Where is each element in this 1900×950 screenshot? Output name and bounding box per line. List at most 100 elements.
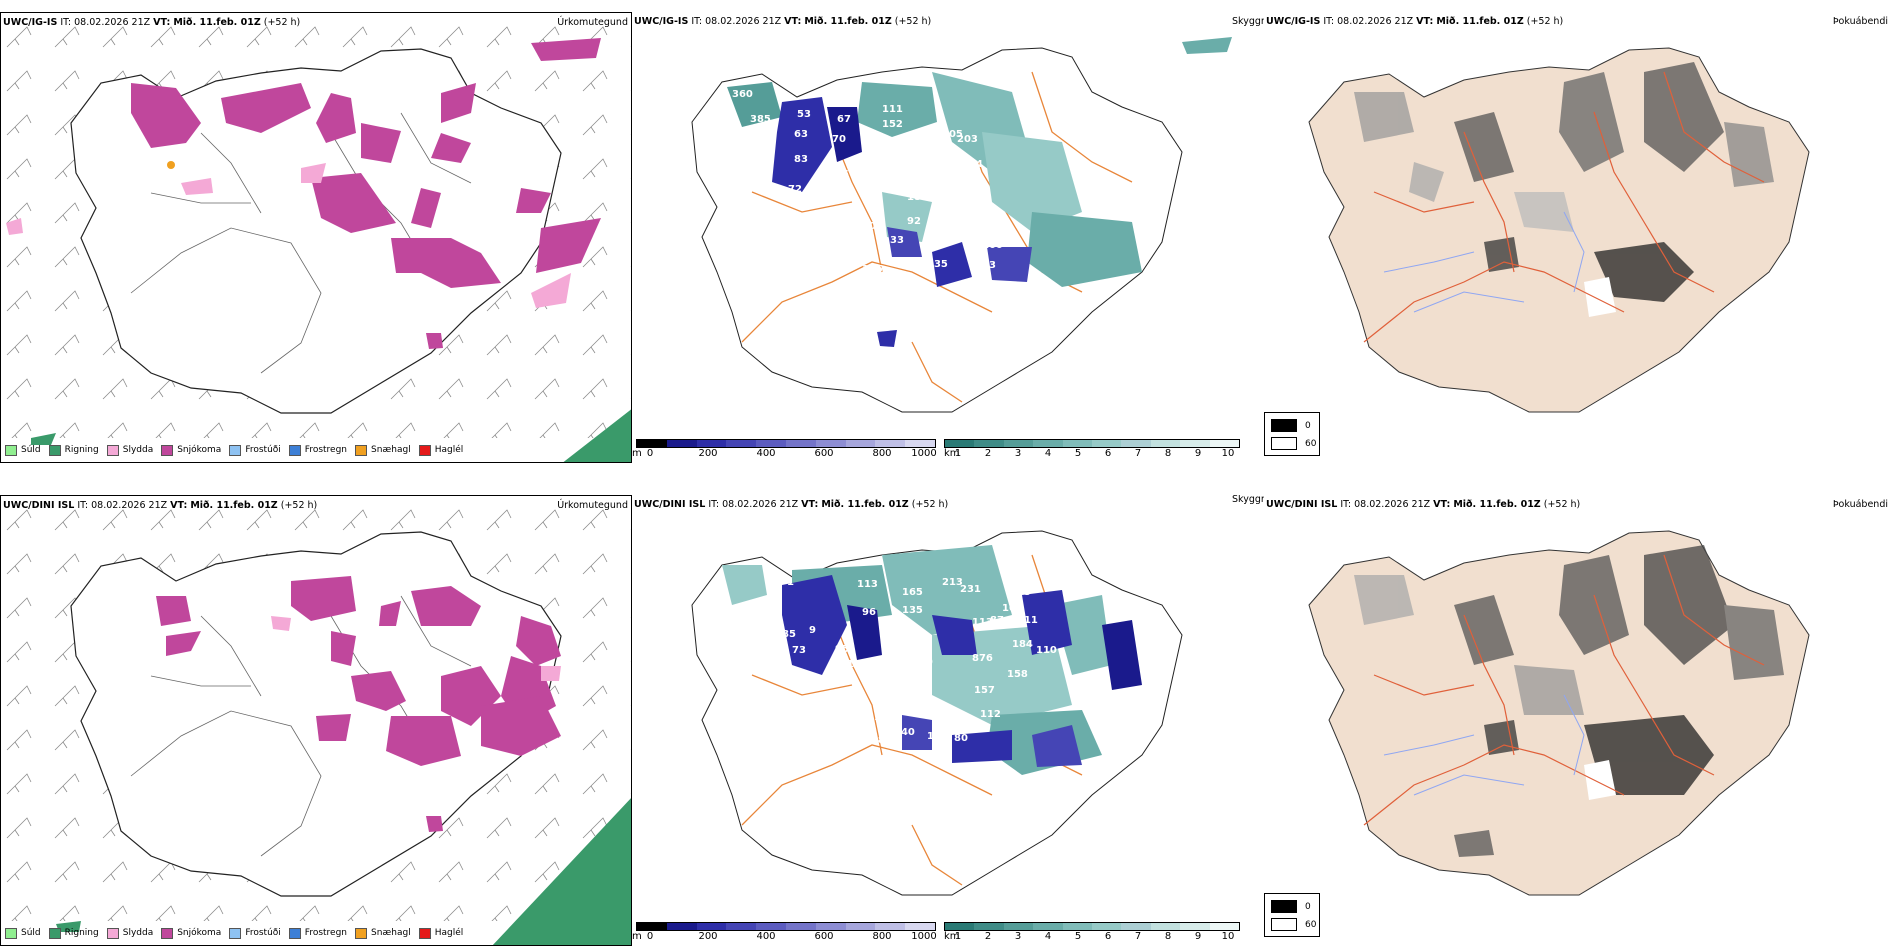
colorbar-ticks: 0 200 400 600 800 1000 xyxy=(636,448,937,459)
tick-label: 7 xyxy=(1134,931,1142,942)
rain-area xyxy=(563,409,631,462)
swatch xyxy=(1271,900,1297,913)
panel-title: UWC/DINI ISL IT: 08.02.2026 21Z VT: Mið.… xyxy=(3,500,318,511)
height-unit: m xyxy=(632,931,642,942)
value-label: 184 xyxy=(907,192,928,203)
swatch xyxy=(1271,437,1297,450)
value-label: 92 xyxy=(907,216,921,227)
value-label: 260 xyxy=(912,657,933,668)
legend-label: Frostregn xyxy=(304,928,348,938)
tick-label: 200 xyxy=(698,931,718,942)
hail-dot xyxy=(167,161,175,169)
value-label: 152 xyxy=(882,119,903,130)
tick-label: 0 xyxy=(646,448,654,459)
panel-product: Skyggni xyxy=(1232,495,1264,505)
value-label: 205 xyxy=(942,129,963,140)
value-label: 125 xyxy=(782,250,803,261)
swatch xyxy=(229,927,242,939)
value-label: 385 xyxy=(750,114,771,125)
value-label: 113 xyxy=(972,617,993,628)
value-label: 139 xyxy=(897,672,918,683)
fog-panel-bottom: UWC/DINI ISL IT: 08.02.2026 21Z VT: Mið.… xyxy=(1264,495,1900,946)
tick-label: 400 xyxy=(756,448,776,459)
value-label: 375 xyxy=(1010,587,1031,598)
swatch xyxy=(161,444,174,456)
swatch xyxy=(1271,918,1297,931)
km-unit: km xyxy=(944,448,960,459)
tick-label: 600 xyxy=(814,448,834,459)
cloud-legend-row: 60 xyxy=(1271,437,1316,450)
panel-product: Úrkomutegund xyxy=(557,17,628,28)
legend-item: Frostúði xyxy=(229,444,281,456)
height-unit: m xyxy=(632,448,642,459)
sleet-areas xyxy=(6,163,571,308)
value-label: 80 xyxy=(954,733,968,744)
cloud-legend-bottom: 0 60 xyxy=(1264,893,1320,937)
value-label: 158 xyxy=(1007,669,1028,680)
panel-title: UWC/DINI ISL IT: 08.02.2026 21Z VT: Mið.… xyxy=(1266,499,1581,510)
tick-label: 1 xyxy=(954,448,962,459)
km-colorbar: 1 2 3 4 5 6 7 8 9 10 xyxy=(944,439,1240,459)
value-label: 103 xyxy=(822,712,843,723)
roads xyxy=(1363,71,1765,343)
legend-item: Slydda xyxy=(106,444,154,456)
swatch xyxy=(48,444,61,456)
legend-label: 60 xyxy=(1305,919,1317,930)
legend-item: Súld xyxy=(5,444,41,456)
visibility-panel-top: 360 385 370 53 67 111 152 63 70 83 205 2… xyxy=(632,12,1264,463)
visibility-map-bottom: 1 113 165 213 231 375 109 135 211 85 9 9… xyxy=(691,530,1183,896)
legend-item: Rigning xyxy=(48,444,99,456)
value-label: 118 xyxy=(867,712,888,723)
legend-item: Snæhagl xyxy=(355,927,411,939)
colorbar-ticks: 1 2 3 4 5 6 7 8 9 10 xyxy=(944,931,1240,942)
tick-label: 3 xyxy=(1014,448,1022,459)
value-label: 63 xyxy=(794,129,808,140)
swatch xyxy=(288,927,301,939)
roads xyxy=(1363,554,1765,826)
value-label: 172 xyxy=(927,731,948,742)
value-label: 157 xyxy=(974,685,995,696)
value-label: 95 xyxy=(835,644,849,655)
tick-label: 4 xyxy=(1044,448,1052,459)
precip-panel-bottom: UWC/DINI ISL IT: 08.02.2026 21Z VT: Mið.… xyxy=(0,495,632,946)
colorbar-ticks: 0 200 400 600 800 1000 xyxy=(636,931,937,942)
value-label: 847 xyxy=(837,707,858,718)
legend-item: Haglél xyxy=(418,444,463,456)
legend-item: Rigning xyxy=(48,927,99,939)
km-colorbar: 1 2 3 4 5 6 7 8 9 10 xyxy=(944,922,1240,942)
value-label: 704 xyxy=(962,159,983,170)
legend-label: 0 xyxy=(1305,420,1311,431)
tick-label: 1000 xyxy=(911,448,937,459)
colorbar-swatches xyxy=(636,922,936,931)
value-label: 72 xyxy=(788,184,802,195)
height-colorbar: 0 200 400 600 800 1000 xyxy=(636,922,937,942)
value-label: 83 xyxy=(794,154,808,165)
blue-low-cloud-areas xyxy=(772,97,1032,347)
swatch xyxy=(5,444,17,456)
rain-patch xyxy=(56,921,81,932)
tick-label: 5 xyxy=(1074,448,1082,459)
value-label: 96 xyxy=(862,607,876,618)
tick-label: 8 xyxy=(1164,448,1172,459)
cloud-legend-row: 60 xyxy=(1271,918,1316,931)
value-label: 125 xyxy=(862,264,883,275)
fog-shading xyxy=(1354,62,1774,302)
tick-label: 1000 xyxy=(911,931,937,942)
legend-item: Snjókoma xyxy=(161,444,221,456)
value-label: 70 xyxy=(832,134,846,145)
value-label: 165 xyxy=(902,587,923,598)
value-label: 77 xyxy=(842,189,856,200)
tick-label: 0 xyxy=(646,931,654,942)
precip-map-top xyxy=(1,13,631,462)
legend-label: Súld xyxy=(21,928,41,938)
legend-label: Snæhagl xyxy=(371,928,411,938)
panel-title: UWC/IG-IS IT: 08.02.2026 21Z VT: Mið. 11… xyxy=(3,17,301,28)
tick-label: 6 xyxy=(1104,931,1112,942)
tick-label: 2 xyxy=(984,931,992,942)
value-label: 33 xyxy=(890,235,904,246)
tick-label: 8 xyxy=(1164,931,1172,942)
fog-shading xyxy=(1354,545,1784,857)
fog-panel-top: UWC/IG-IS IT: 08.02.2026 21Z VT: Mið. 11… xyxy=(1264,12,1900,463)
rivers xyxy=(1383,211,1585,313)
legend-label: Slydda xyxy=(122,445,154,455)
